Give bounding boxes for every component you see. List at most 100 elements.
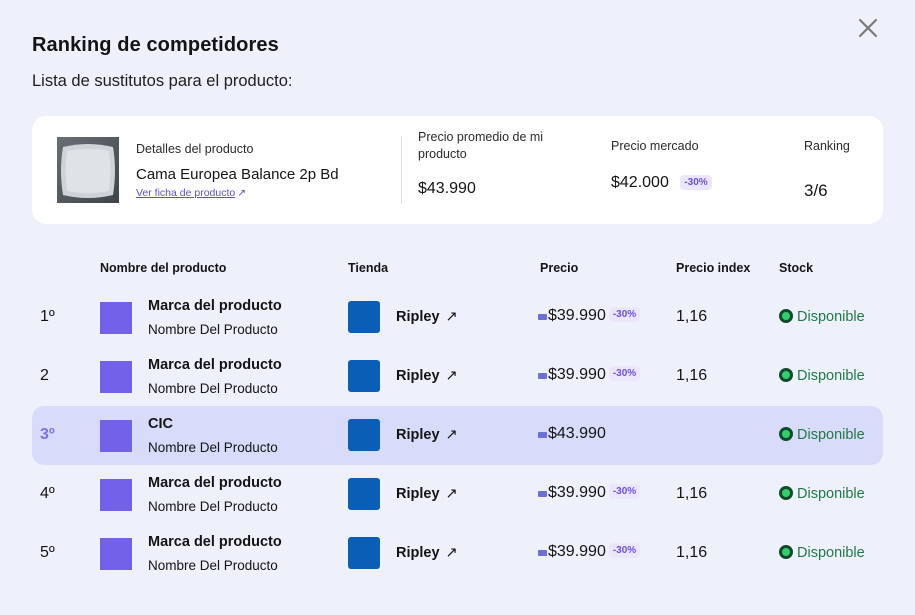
credit-card-icon <box>538 550 547 556</box>
product-name: Nombre Del Producto <box>148 440 278 455</box>
discount-badge: -30% <box>680 175 712 191</box>
avg-price-label: Precio promedio de mi producto <box>418 130 544 161</box>
price-value: $39.990 <box>548 366 606 383</box>
credit-card-icon <box>538 432 547 438</box>
stock-status: Disponible <box>779 368 865 384</box>
rank-number: 4º <box>40 485 55 502</box>
store-name[interactable]: Ripley <box>396 486 440 502</box>
rank-number: 5º <box>40 544 55 561</box>
product-name: Nombre Del Producto <box>148 499 278 514</box>
close-icon[interactable] <box>856 16 880 40</box>
store-logo <box>348 301 380 333</box>
product-thumbnail <box>100 538 132 570</box>
product-name: Nombre Del Producto <box>148 322 278 337</box>
price-value: $39.990 <box>548 543 606 560</box>
store-name[interactable]: Ripley <box>396 309 440 325</box>
credit-card-icon <box>538 373 547 379</box>
stock-status: Disponible <box>779 309 865 325</box>
store-name[interactable]: Ripley <box>396 427 440 443</box>
brand-name: CIC <box>148 416 173 432</box>
external-link-icon: ↗ <box>445 368 458 384</box>
stock-status: Disponible <box>779 545 865 561</box>
price: $39.990 -30% <box>548 484 641 502</box>
table-row: 4º Marca del producto Nombre Del Producto R… <box>32 465 883 524</box>
header-price: Precio <box>540 261 579 275</box>
external-link-icon: ↗ <box>445 309 458 325</box>
store-link[interactable]: Ripley ↗ <box>396 486 458 502</box>
status-dot-icon <box>779 545 793 559</box>
status-dot-icon <box>779 427 793 441</box>
ranking-label: Ranking <box>804 139 850 153</box>
rank-number: 2 <box>40 367 49 384</box>
external-link-icon: ↗ <box>445 486 458 502</box>
product-name: Cama Europea Balance 2p Bd <box>136 166 339 183</box>
external-link-icon: ↗ <box>237 187 247 199</box>
store-logo <box>348 537 380 569</box>
product-name: Nombre Del Producto <box>148 558 278 573</box>
view-product-link[interactable]: Ver ficha de producto ↗ <box>136 187 246 199</box>
stock-status: Disponible <box>779 486 865 502</box>
store-link[interactable]: Ripley ↗ <box>396 427 458 443</box>
store-link[interactable]: Ripley ↗ <box>396 368 458 384</box>
price-value: $43.990 <box>548 425 606 442</box>
modal-title: Ranking de competidores <box>32 34 279 56</box>
stock-label: Disponible <box>797 486 865 502</box>
header-store: Tienda <box>348 261 389 275</box>
price-index: 1,16 <box>676 367 708 384</box>
credit-card-icon <box>538 491 547 497</box>
store-link[interactable]: Ripley ↗ <box>396 545 458 561</box>
store-logo <box>348 360 380 392</box>
external-link-icon: ↗ <box>445 427 458 443</box>
status-dot-icon <box>779 486 793 500</box>
store-name[interactable]: Ripley <box>396 368 440 384</box>
view-product-link-label[interactable]: Ver ficha de producto <box>136 187 236 199</box>
stock-label: Disponible <box>797 545 865 561</box>
table-row: 3º CIC Nombre Del Producto Ripley ↗ $43.990 Di… <box>32 406 883 465</box>
external-link-icon: ↗ <box>445 545 458 561</box>
table-row: 2 Marca del producto Nombre Del Producto Ri… <box>32 347 883 406</box>
market-price: $42.000 -30% <box>611 174 712 192</box>
discount-badge: -30% <box>608 484 641 500</box>
stock-label: Disponible <box>797 368 865 384</box>
modal-subtitle: Lista de sustitutos para el producto: <box>32 72 293 90</box>
price-index: 1,16 <box>676 308 708 325</box>
table-row: 5º Marca del producto Nombre Del Producto R… <box>32 524 883 583</box>
stock-label: Disponible <box>797 309 865 325</box>
price-value: $39.990 <box>548 484 606 501</box>
ranking-value: 3/6 <box>804 181 828 200</box>
store-link[interactable]: Ripley ↗ <box>396 309 458 325</box>
table-row: 1º Marca del producto Nombre Del Producto R… <box>32 288 883 347</box>
product-thumbnail <box>100 361 132 393</box>
stock-status: Disponible <box>779 427 865 443</box>
stock-label: Disponible <box>797 427 865 443</box>
product-image <box>57 137 119 203</box>
price-value: $39.990 <box>548 307 606 324</box>
product-name: Nombre Del Producto <box>148 381 278 396</box>
header-stock: Stock <box>779 261 814 275</box>
product-thumbnail <box>100 302 132 334</box>
rank-number: 1º <box>40 308 55 325</box>
store-logo <box>348 478 380 510</box>
avg-price-value: $43.990 <box>418 180 476 197</box>
product-thumbnail <box>100 479 132 511</box>
brand-name: Marca del producto <box>148 475 282 491</box>
store-name[interactable]: Ripley <box>396 545 440 561</box>
header-product: Nombre del producto <box>100 261 227 275</box>
price-index: 1,16 <box>676 485 708 502</box>
discount-badge: -30% <box>608 543 641 559</box>
status-dot-icon <box>779 368 793 382</box>
brand-name: Marca del producto <box>148 357 282 373</box>
market-price-label: Precio mercado <box>611 139 699 153</box>
details-label: Detalles del producto <box>136 142 254 156</box>
price-index: 1,16 <box>676 544 708 561</box>
store-logo <box>348 419 380 451</box>
divider <box>401 136 402 204</box>
price: $43.990 <box>548 425 606 443</box>
market-price-value: $42.000 <box>611 174 669 191</box>
product-thumbnail <box>100 420 132 452</box>
product-summary-card: Detalles del producto Cama Europea Balan… <box>32 116 883 224</box>
header-price-index: Precio index <box>676 261 751 275</box>
credit-card-icon <box>538 314 547 320</box>
rank-number: 3º <box>40 426 55 443</box>
discount-badge: -30% <box>608 366 641 382</box>
